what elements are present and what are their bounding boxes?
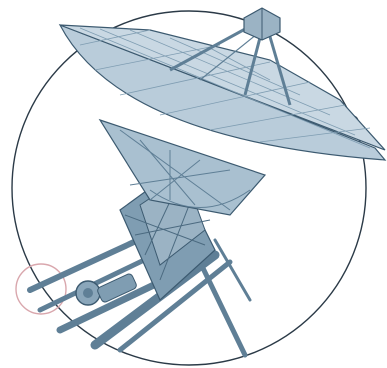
dish-backframe: [98, 118, 267, 216]
frame-circle: [11, 10, 367, 366]
accent-ring: [15, 263, 67, 315]
feed-cabin: [243, 7, 281, 41]
dish-reflector: [58, 23, 387, 161]
feed-support: [169, 20, 292, 106]
